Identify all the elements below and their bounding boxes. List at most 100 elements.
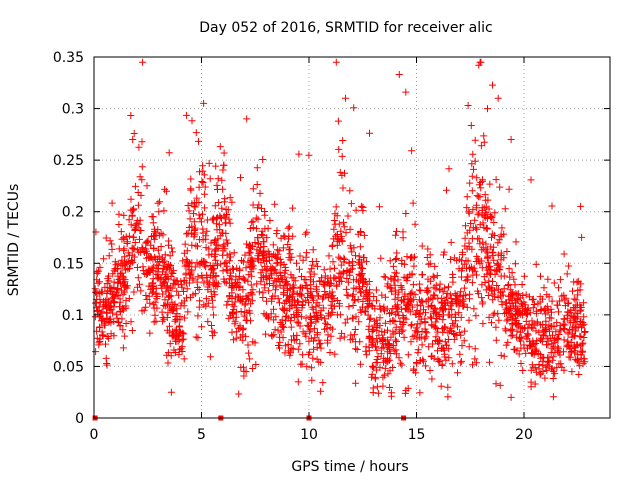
data-point — [152, 270, 160, 278]
data-point — [299, 284, 306, 292]
data-point — [288, 302, 296, 310]
data-point — [276, 281, 284, 289]
data-point — [168, 268, 176, 276]
data-point — [333, 311, 341, 319]
data-point — [578, 233, 586, 241]
data-point — [205, 159, 213, 167]
data-point — [149, 288, 157, 296]
data-point — [320, 266, 328, 274]
data-point — [357, 289, 364, 297]
data-point — [136, 216, 144, 224]
data-point — [218, 204, 226, 212]
data-point — [228, 198, 236, 206]
data-point — [520, 341, 528, 349]
data-point — [103, 309, 110, 317]
data-point — [98, 317, 105, 325]
data-point — [171, 281, 179, 289]
data-point — [177, 345, 185, 353]
data-point — [119, 280, 127, 288]
data-point — [315, 301, 323, 309]
y-tick-label: 0.3 — [62, 102, 84, 118]
data-point — [114, 318, 122, 326]
data-point — [306, 326, 314, 334]
data-point — [195, 183, 203, 191]
peak-point — [200, 99, 208, 107]
data-point — [115, 221, 123, 228]
data-point — [560, 250, 568, 258]
data-point — [522, 291, 530, 299]
data-point — [539, 362, 547, 370]
data-point — [241, 300, 249, 308]
data-point — [350, 244, 358, 252]
data-point — [179, 329, 187, 337]
data-point — [229, 314, 237, 322]
data-point — [570, 332, 578, 340]
data-point — [245, 242, 253, 250]
data-point — [155, 252, 163, 260]
data-point — [259, 238, 267, 246]
data-point — [313, 314, 321, 322]
data-point — [468, 279, 476, 287]
data-point — [253, 164, 261, 172]
data-point — [237, 363, 245, 371]
data-point — [522, 349, 530, 357]
data-point — [485, 313, 493, 321]
data-point — [538, 338, 546, 346]
peak-point — [507, 136, 515, 143]
data-point — [487, 270, 494, 278]
data-point — [323, 291, 331, 299]
data-point — [451, 331, 459, 338]
data-point — [209, 332, 217, 340]
data-point — [246, 355, 254, 363]
data-point — [373, 338, 381, 346]
data-point — [262, 311, 270, 319]
data-point — [166, 262, 174, 270]
data-point — [261, 262, 269, 270]
data-point — [547, 349, 555, 357]
data-point — [214, 175, 222, 183]
data-point — [542, 363, 550, 371]
data-point — [319, 304, 327, 312]
data-point — [276, 299, 283, 307]
data-point — [331, 264, 338, 272]
data-point — [261, 284, 269, 292]
data-point — [269, 241, 277, 249]
data-point — [289, 232, 297, 240]
data-point — [337, 227, 345, 235]
data-point — [213, 283, 221, 290]
data-point — [299, 256, 307, 264]
data-point — [199, 179, 207, 186]
data-point — [111, 258, 119, 266]
data-point — [578, 340, 586, 348]
data-point — [293, 318, 301, 326]
data-point — [393, 269, 401, 277]
data-point — [392, 346, 400, 354]
data-point — [115, 276, 123, 283]
data-point — [270, 305, 277, 313]
data-point — [389, 262, 397, 270]
data-point — [335, 237, 343, 245]
data-point — [281, 233, 289, 241]
data-point — [185, 207, 193, 215]
data-point — [549, 393, 557, 401]
data-point — [295, 150, 303, 158]
data-point — [114, 285, 122, 292]
data-point — [396, 317, 404, 325]
data-point — [473, 174, 481, 182]
x-tick-label: 10 — [300, 427, 318, 443]
data-point — [541, 374, 549, 382]
data-point — [136, 173, 144, 181]
data-point — [302, 314, 310, 322]
data-point — [258, 274, 266, 282]
data-point — [573, 278, 581, 286]
data-point — [161, 279, 169, 287]
data-point — [465, 208, 473, 216]
y-tick-label: 0.25 — [53, 153, 84, 169]
data-point — [317, 344, 325, 352]
data-point — [387, 275, 395, 283]
data-point — [564, 300, 572, 308]
data-point — [166, 322, 173, 330]
data-point — [460, 337, 468, 345]
data-point — [504, 315, 512, 323]
